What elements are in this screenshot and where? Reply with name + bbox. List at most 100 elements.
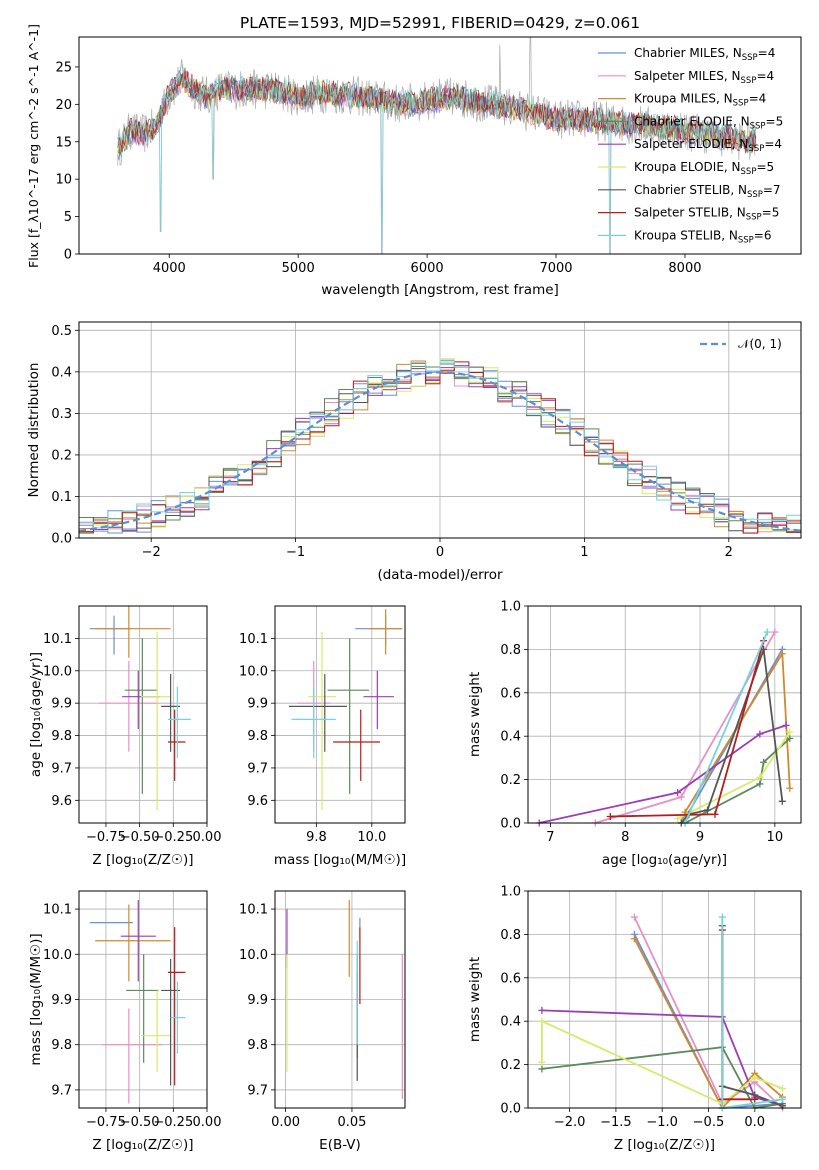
spectrum-frame [78,36,802,255]
age-massweight-series-marker [763,628,771,636]
age-massweight-series-marker [756,773,764,781]
z-age-ytick-label: 9.7 [51,761,72,776]
mass-age-xtick-label: 10.0 [357,830,386,845]
mass-age-frame [274,605,406,824]
z-massweight-ytick-label: 0.2 [500,1058,521,1073]
age-massweight-series-line [684,737,791,824]
z-massweight-series-line [721,930,755,1101]
z-mass-frame [78,890,208,1109]
residual-ytick-label: 0.5 [51,324,72,339]
age-massweight-series-marker [782,721,790,729]
legend-label-main: Salpeter MILES, N [634,69,741,83]
z-massweight-xtick-label: −1.5 [600,1115,632,1130]
age-massweight-ytick-label: 0.6 [500,686,521,701]
z-age-xtick-label: −0.50 [120,830,160,845]
spectrum-xtick-label: 8000 [668,261,701,276]
age-massweight-series-marker [674,815,682,823]
legend-label-tail: =5 [766,114,784,128]
ebv-mass-xtick-label: 0.00 [271,1115,300,1130]
legend-label-sub: SSP [741,76,757,86]
legend-label-main: Kroupa MILES, N [634,92,733,106]
legend-label-main: Chabrier STELIB, N [634,183,747,197]
age-massweight-series-marker [760,758,768,766]
residual-xtick-label: 1 [580,545,588,560]
spectrum-xtick-label: 4000 [153,261,186,276]
age-massweight-ytick-label: 0.4 [500,730,521,745]
z-massweight-series-marker [718,913,726,921]
residual-legend-label: 𝒩(0, 1) [738,337,782,351]
residual-ytick-label: 0.0 [51,532,72,547]
z-mass-xtick-label: −0.25 [153,1115,193,1130]
z-massweight-series-marker [538,1006,546,1014]
age-massweight-series-marker [756,780,764,788]
z-massweight-series-marker [751,1095,759,1103]
z-massweight-ytick-label: 0.4 [500,1015,521,1030]
spectrum-xtick-label: 7000 [539,261,572,276]
z-age-ytick-label: 9.8 [51,729,72,744]
legend-label-sub: SSP [750,121,766,131]
age-massweight-frame [527,605,802,824]
legend-label-main: Chabrier MILES, N [634,46,742,60]
z-mass-xtick-label: −0.50 [120,1115,160,1130]
z-mass-xtick-label: 0.00 [193,1115,222,1130]
residual-ytick-label: 0.4 [51,365,72,380]
spectrum-ytick-label: 25 [55,60,72,75]
z-age-ytick-label: 10.1 [43,632,72,647]
spectrum-model-line [117,63,757,254]
residual-ylabel: Normed distribution [26,363,42,498]
residual-xtick-label: −2 [142,545,161,560]
mass-age-ytick-label: 10.1 [239,632,268,647]
z-age-xlabel: Z [log₁₀(Z/Z☉)] [92,852,193,868]
residual-ytick-label: 0.2 [51,448,72,463]
spectrum-xtick-label: 5000 [282,261,315,276]
ebv-mass-frame [274,890,406,1109]
age-massweight-series-marker [674,789,682,797]
z-massweight-series-marker [538,1058,546,1066]
ebv-mass-ytick-label: 9.8 [247,1038,268,1053]
mass-age-ytick-label: 9.6 [247,794,268,809]
age-massweight-series-marker [778,797,786,805]
z-massweight-xtick-label: −1.0 [646,1115,678,1130]
z-mass-xlabel: Z [log₁₀(Z/Z☉)] [92,1137,193,1153]
legend-label-sub: SSP [733,99,749,109]
age-massweight-ylabel: mass weight [467,672,483,757]
mass-age-ytick-label: 9.7 [247,761,268,776]
z-age-ytick-label: 9.6 [51,794,72,809]
residual-histogram-series [79,361,801,534]
age-massweight-xtick-label: 9 [696,830,704,845]
age-massweight-series-marker [771,628,779,636]
spectrum-legend-label: Kroupa MILES, NSSP=4 [634,92,766,109]
age-massweight-xtick-label: 8 [621,830,629,845]
z-massweight-series-marker [538,1065,546,1073]
z-age-xtick-label: 0.00 [193,830,222,845]
legend-label-sub: SSP [748,144,764,154]
legend-label-tail: =4 [758,46,776,60]
legend-label-main: Salpeter ELODIE, N [634,137,748,151]
age-massweight-ytick-label: 0.2 [500,773,521,788]
spectrum-legend-label: Salpeter STELIB, NSSP=5 [634,206,779,223]
residual-xtick-label: 0 [436,545,444,560]
residual-ytick-label: 0.3 [51,407,72,422]
ebv-mass-ytick-label: 9.9 [247,993,268,1008]
mass-age-xlabel: mass [log₁₀(M/M☉)] [274,852,406,868]
age-massweight-series-line [595,631,776,824]
spectrum-legend-label: Chabrier MILES, NSSP=4 [634,46,775,63]
age-massweight-series-marker [704,806,712,814]
z-age-ytick-label: 9.9 [51,697,72,712]
z-massweight-series-marker [778,1095,786,1103]
spectrum-ytick-label: 20 [55,98,72,113]
z-massweight-xtick-label: −0.5 [693,1115,725,1130]
age-massweight-series-marker [711,810,719,818]
z-mass-ylabel: mass [log₁₀(M/M☉)] [28,933,44,1065]
legend-label-sub: SSP [741,167,757,177]
age-massweight-xtick-label: 7 [546,830,554,845]
residual-frame [78,321,802,539]
z-massweight-series-marker [630,913,638,921]
legend-label-sub: SSP [746,213,762,223]
z-massweight-frame [527,890,802,1109]
legend-label-main: Kroupa ELODIE, N [634,160,741,174]
age-massweight-series-marker [786,728,794,736]
legend-label-main: Chabrier ELODIE, N [634,114,750,128]
z-mass-ytick-label: 9.9 [51,993,72,1008]
